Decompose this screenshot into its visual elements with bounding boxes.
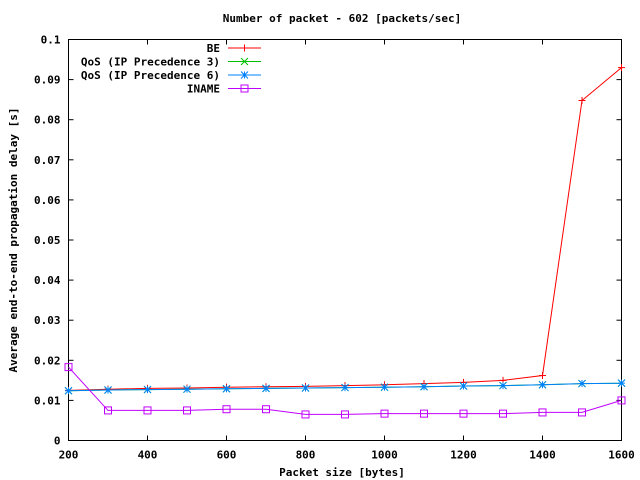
x-tick-label: 1600: [608, 449, 635, 462]
data-point: [301, 384, 310, 392]
data-point: [499, 381, 507, 390]
data-point: [104, 386, 112, 394]
data-point: [459, 409, 468, 418]
y-tick-label: 0.09: [34, 74, 61, 87]
data-point: [578, 379, 586, 388]
legend-label: QoS (IP Precedence 3): [81, 56, 220, 69]
data-point: [222, 384, 231, 393]
data-point: [222, 405, 231, 414]
data-point: [380, 409, 389, 418]
data-point: [617, 396, 626, 405]
x-tick-label: 200: [59, 449, 79, 462]
y-tick-label: 0.05: [34, 234, 61, 247]
y-tick-label: 0.07: [34, 154, 61, 167]
x-tick-label: 1000: [371, 449, 398, 462]
y-axis-label: Average end-to-end propagation delay [s]: [7, 108, 20, 373]
data-point: [578, 96, 586, 104]
series-iname: [64, 363, 626, 419]
chart-title: Number of packet - 602 [packets/sec]: [223, 12, 461, 25]
data-point: [241, 44, 248, 52]
y-tick-label: 0.08: [34, 114, 61, 127]
x-tick-label: 1200: [450, 449, 477, 462]
series-line: [68, 67, 622, 391]
x-tick-label: 800: [296, 449, 316, 462]
x-tick-label: 1400: [529, 449, 556, 462]
y-tick-label: 0.03: [34, 314, 61, 327]
legend-label: BE: [207, 42, 220, 55]
y-tick-label: 0.04: [34, 274, 61, 287]
data-point: [262, 384, 270, 393]
data-point: [578, 408, 586, 417]
plot-area: [64, 64, 626, 419]
data-point: [104, 406, 112, 415]
data-point: [617, 379, 626, 388]
data-point: [143, 385, 152, 394]
data-point: [240, 57, 249, 66]
data-point: [499, 409, 507, 418]
plot-frame: [68, 39, 622, 441]
x-tick-label: 400: [138, 449, 158, 462]
y-tick-label: 0.06: [34, 194, 61, 207]
x-tick-label: 600: [217, 449, 237, 462]
series-qos-ip-precedence-6: [64, 379, 626, 395]
series-line: [68, 366, 622, 415]
legend-label: INAME: [187, 83, 220, 96]
data-point: [420, 409, 428, 418]
data-point: [183, 406, 191, 415]
data-point: [64, 363, 73, 372]
legend-label: QoS (IP Precedence 6): [81, 69, 220, 82]
y-tick-label: 0: [54, 435, 61, 448]
data-point: [538, 408, 547, 417]
data-point: [459, 382, 468, 390]
series-be: [65, 64, 625, 394]
y-tick-label: 0.02: [34, 354, 61, 367]
data-point: [538, 380, 547, 389]
data-point: [240, 84, 249, 93]
data-point: [64, 386, 73, 395]
data-point: [240, 71, 249, 79]
y-tick-label: 0.01: [34, 394, 61, 407]
data-point: [143, 406, 152, 415]
data-point: [341, 410, 349, 419]
data-point: [183, 385, 191, 394]
axes: 0 0.01 0.02 0.03 0.04 0.05 0.06 0.07 0.08 0.09 0.1…: [34, 34, 635, 462]
y-tick-label: 0.1: [41, 34, 61, 47]
data-point: [380, 383, 389, 392]
data-point: [539, 372, 546, 380]
data-point: [420, 382, 428, 391]
data-point: [301, 410, 310, 419]
data-point: [618, 64, 625, 72]
data-point: [341, 383, 349, 392]
data-point: [262, 405, 270, 414]
x-axis-label: Packet size [bytes]: [279, 466, 405, 479]
